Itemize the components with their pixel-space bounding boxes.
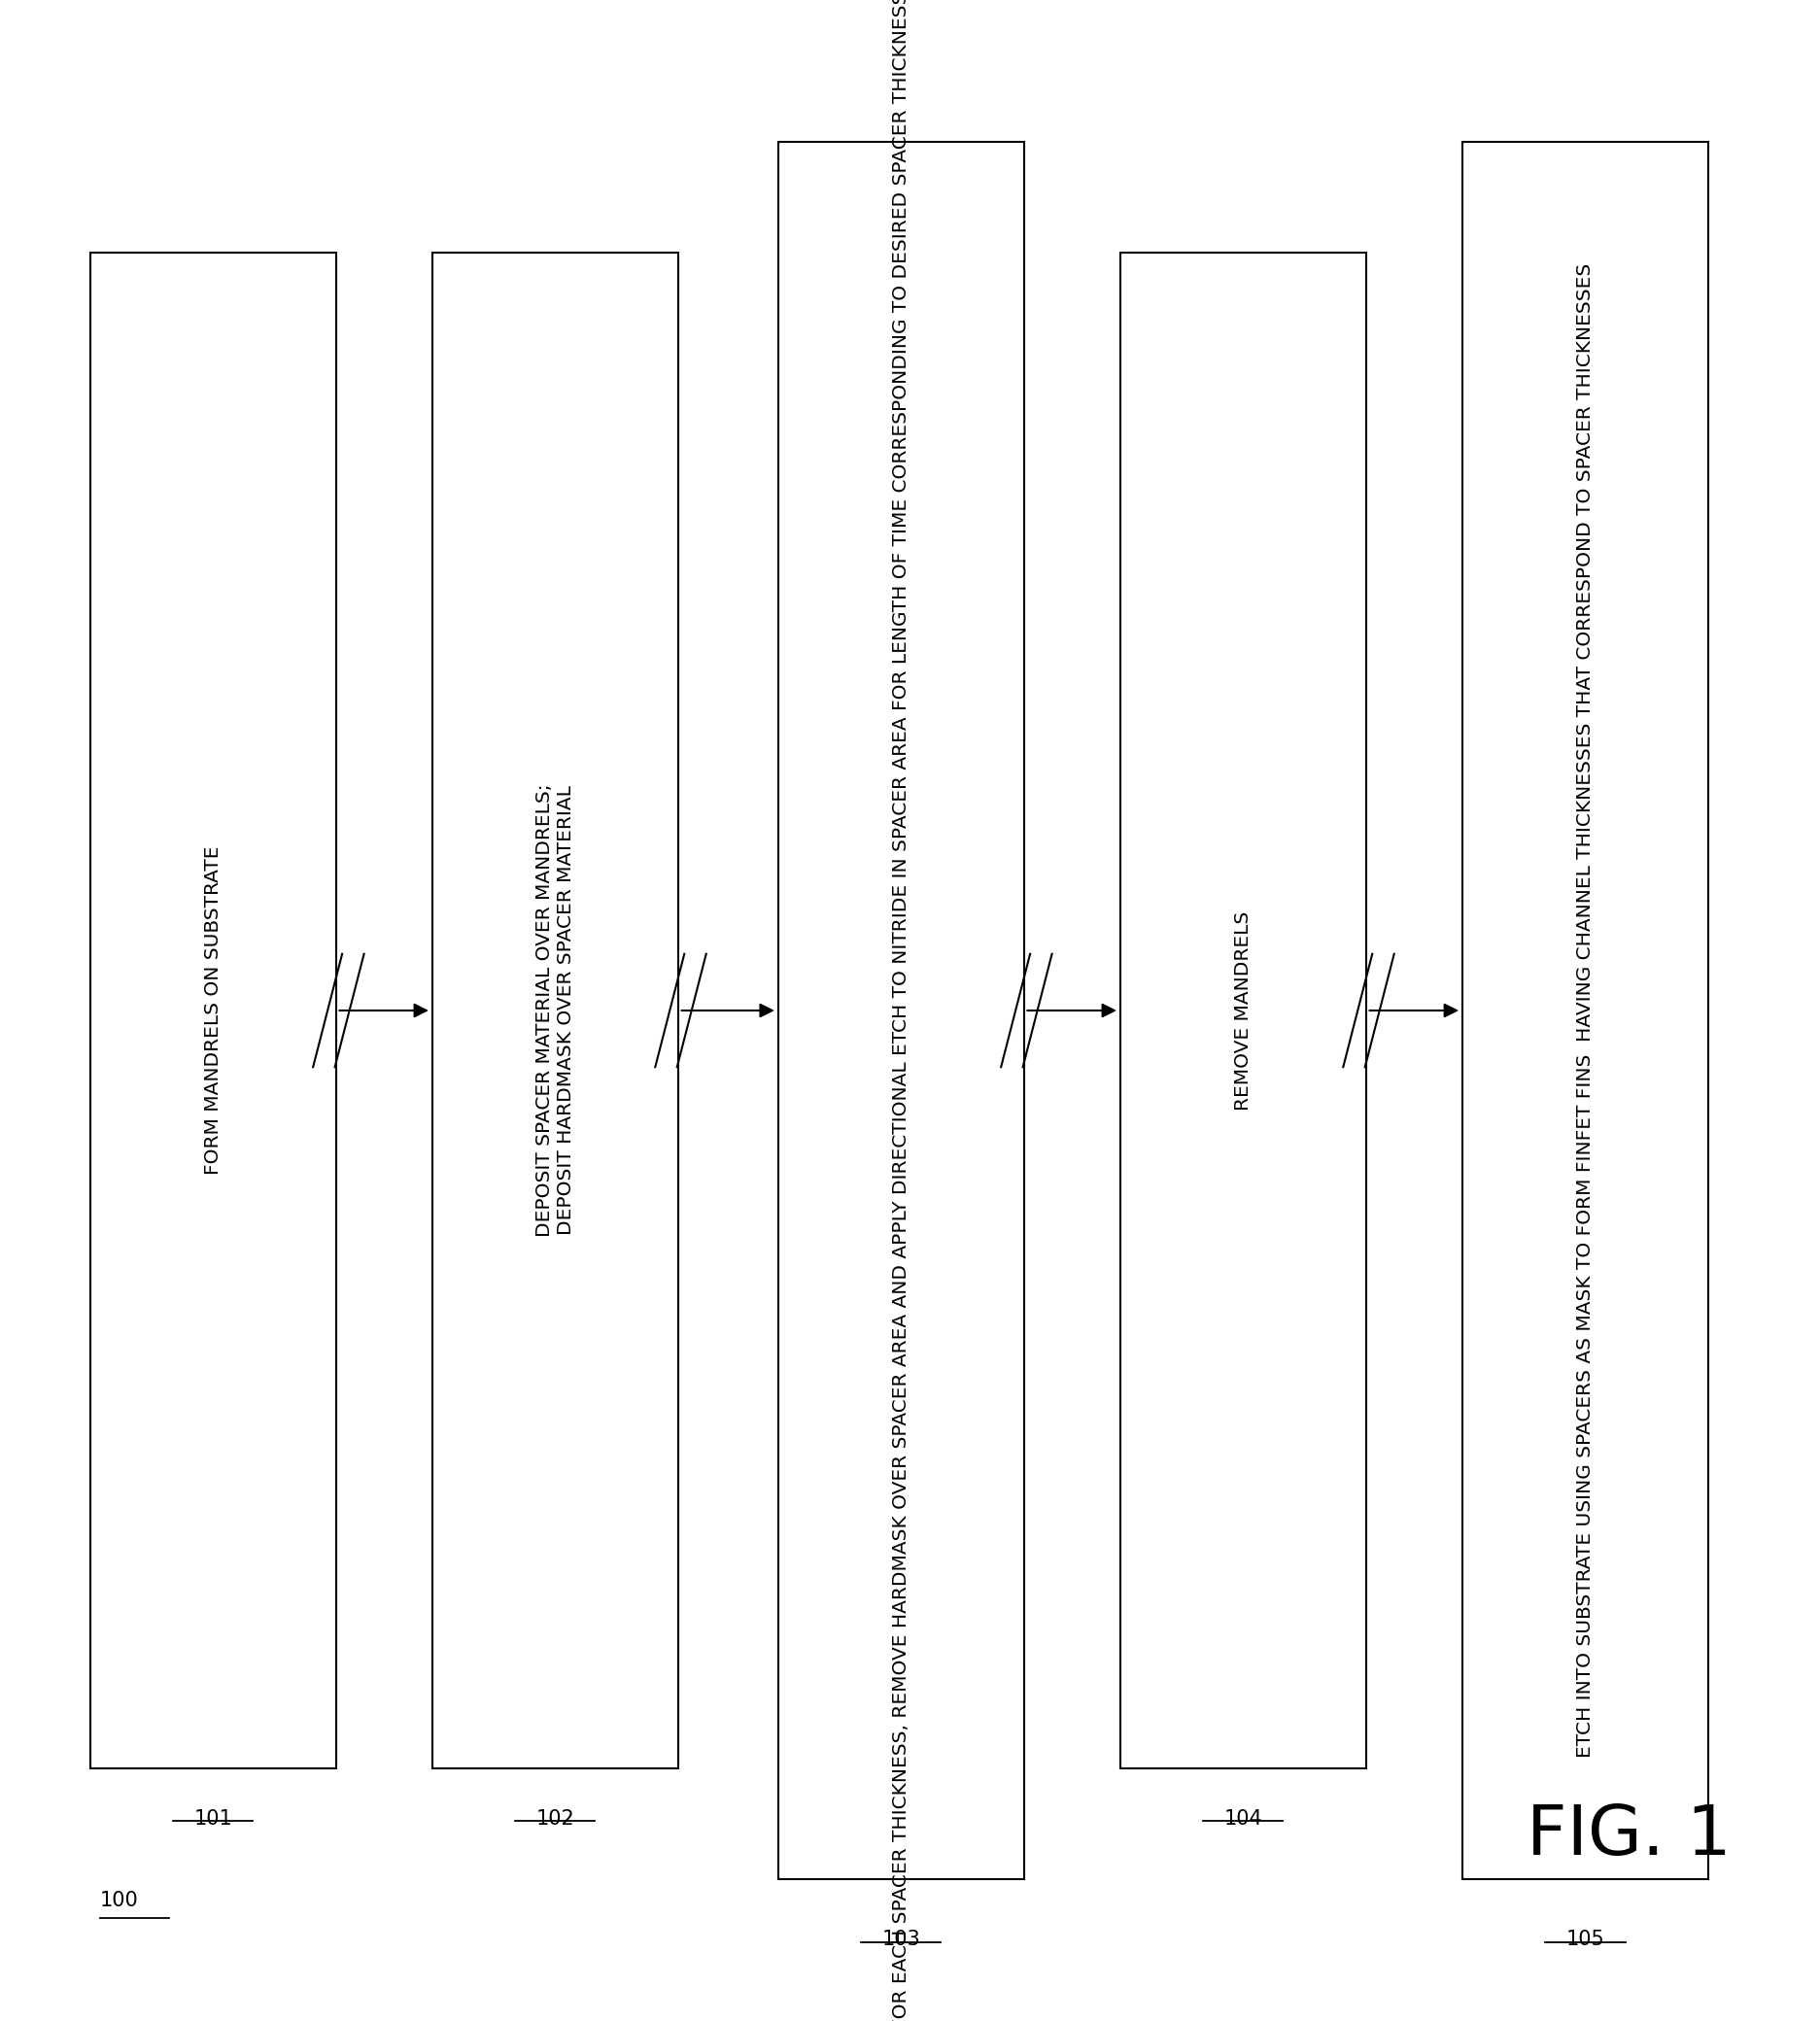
Text: REMOVE MANDRELS: REMOVE MANDRELS <box>1234 911 1252 1110</box>
Text: DEPOSIT SPACER MATERIAL OVER MANDRELS;
DEPOSIT HARDMASK OVER SPACER MATERIAL: DEPOSIT SPACER MATERIAL OVER MANDRELS; D… <box>535 784 575 1237</box>
Text: FIG. 1: FIG. 1 <box>1527 1803 1731 1869</box>
Text: FORM MANDRELS ON SUBSTRATE: FORM MANDRELS ON SUBSTRATE <box>204 847 222 1174</box>
Text: 105: 105 <box>1565 1930 1605 1950</box>
Text: ETCH INTO SUBSTRATE USING SPACERS AS MASK TO FORM FINFET FINS  HAVING CHANNEL TH: ETCH INTO SUBSTRATE USING SPACERS AS MAS… <box>1576 263 1594 1758</box>
Text: FOR EACH SPACER THICKNESS, REMOVE HARDMASK OVER SPACER AREA AND APPLY DIRECTIONA: FOR EACH SPACER THICKNESS, REMOVE HARDMA… <box>892 0 910 2021</box>
Bar <box>1119 253 1365 1768</box>
Text: 100: 100 <box>100 1890 138 1910</box>
Text: 102: 102 <box>535 1809 575 1829</box>
Text: 103: 103 <box>881 1930 921 1950</box>
Bar <box>779 141 1023 1880</box>
Text: 101: 101 <box>193 1809 233 1829</box>
Bar <box>91 253 335 1768</box>
Bar <box>431 253 677 1768</box>
Bar <box>1463 141 1707 1880</box>
Text: 104: 104 <box>1223 1809 1263 1829</box>
